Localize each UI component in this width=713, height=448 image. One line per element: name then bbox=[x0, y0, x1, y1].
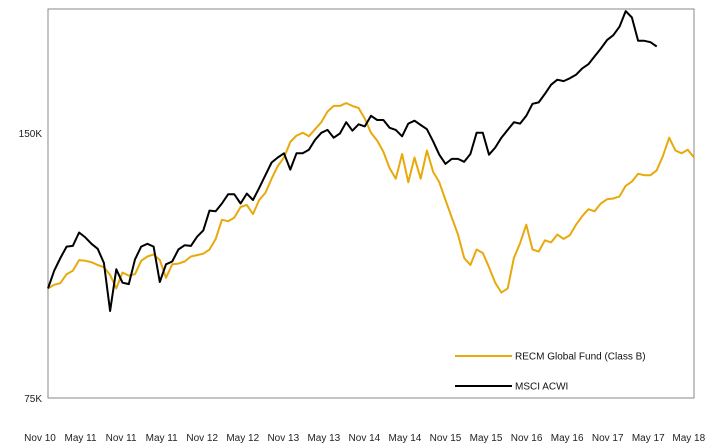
x-tick-label: Nov 17 bbox=[592, 433, 624, 444]
x-tick-label: Nov 14 bbox=[349, 433, 381, 444]
x-tick-label: May 12 bbox=[226, 433, 259, 444]
legend: RECM Global Fund (Class B) MSCI ACWI bbox=[455, 352, 646, 393]
x-tick-label: May 18 bbox=[672, 433, 705, 444]
x-tick-label: Nov 11 bbox=[106, 433, 137, 444]
x-tick-label: May 15 bbox=[470, 433, 503, 444]
x-tick-label: Nov 12 bbox=[186, 433, 218, 444]
series-layer bbox=[47, 10, 695, 312]
y-tick-label: 75K bbox=[24, 394, 42, 405]
x-tick-label: May 17 bbox=[632, 433, 665, 444]
x-tick-label: Nov 15 bbox=[430, 433, 462, 444]
x-tick-label: May 11 bbox=[65, 433, 97, 444]
x-tick-label: May 14 bbox=[389, 433, 422, 444]
x-tick-label: May 16 bbox=[551, 433, 584, 444]
x-tick-label: Nov 13 bbox=[267, 433, 299, 444]
series-line-msci-acwi bbox=[47, 10, 658, 312]
legend-label: RECM Global Fund (Class B) bbox=[515, 352, 646, 363]
x-tick-label: Nov 16 bbox=[511, 433, 543, 444]
y-axis-ticks: 75K 150K bbox=[19, 129, 43, 405]
x-tick-label: Nov 10 bbox=[24, 433, 56, 444]
legend-label: MSCI ACWI bbox=[515, 382, 568, 393]
x-tick-label: May 11 bbox=[146, 433, 178, 444]
y-tick-label: 150K bbox=[19, 129, 43, 140]
x-axis-ticks: Nov 10 May 11 Nov 11 May 11 Nov 12 May 12 Nov … bbox=[24, 433, 705, 444]
plot-border bbox=[47, 8, 695, 399]
x-tick-label: May 13 bbox=[307, 433, 340, 444]
